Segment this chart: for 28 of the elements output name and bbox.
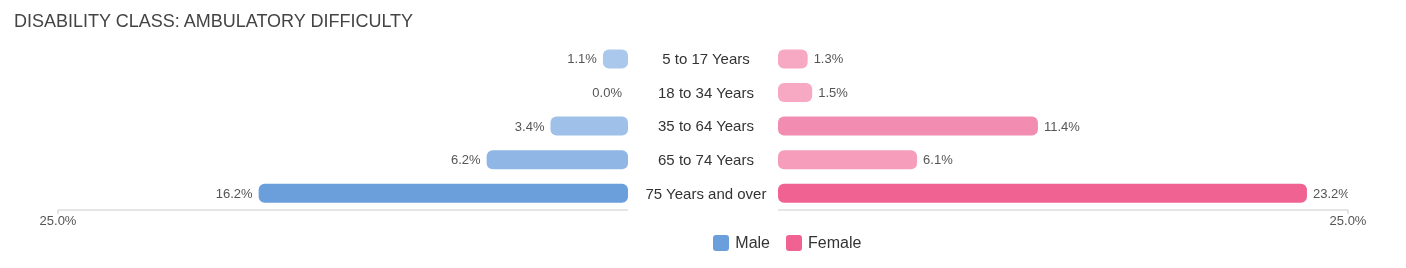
legend-label: Male: [734, 234, 770, 252]
bar: [258, 183, 628, 203]
data-label: 6.2%: [451, 152, 482, 168]
x-tick-label: 25.0%: [1329, 213, 1367, 229]
bar: [550, 116, 628, 136]
data-label: 3.4%: [514, 118, 545, 134]
bar: [778, 49, 808, 69]
legend-label: Female: [807, 234, 862, 252]
data-label: 6.1%: [923, 152, 954, 168]
y-tick-label: 75 Years and over: [645, 184, 767, 202]
bar: [778, 116, 1038, 136]
bar: [778, 183, 1307, 203]
chart-title: DISABILITY CLASS: AMBULATORY DIFFICULTY: [14, 11, 414, 31]
y-tick-label: 18 to 34 Years: [658, 83, 754, 101]
y-tick-label: 5 to 17 Years: [662, 50, 750, 68]
bar: [486, 150, 628, 170]
bar: [778, 150, 918, 170]
data-label: 11.4%: [1043, 118, 1081, 134]
data-label: 1.3%: [813, 51, 844, 67]
x-tick-label: 25.0%: [39, 213, 77, 229]
bar: [778, 82, 813, 102]
data-label: 1.1%: [567, 51, 598, 67]
data-label: 16.2%: [215, 185, 254, 201]
y-tick-label: 35 to 64 Years: [658, 117, 754, 135]
bar: [602, 49, 628, 69]
data-label: 1.5%: [818, 85, 849, 101]
data-label: 0.0%: [592, 85, 623, 101]
y-tick-label: 65 to 74 Years: [658, 150, 754, 168]
